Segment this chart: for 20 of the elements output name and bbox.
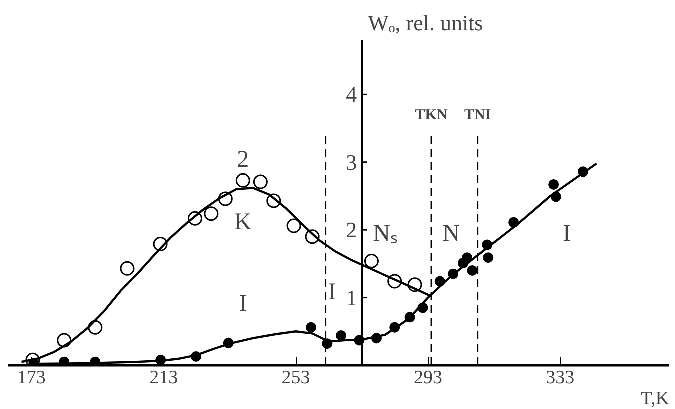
y-tick-label: 2 (346, 218, 358, 243)
x-axis-title: T,K (640, 388, 670, 409)
x-tick-label: 333 (546, 368, 575, 388)
x-tick-label: 173 (17, 368, 46, 388)
annotation: I (328, 279, 336, 306)
x-tick-label: 213 (150, 368, 178, 388)
ref-line-label: TKN (415, 108, 448, 124)
annotation: I (563, 220, 572, 247)
annotation: N (442, 220, 460, 247)
x-tick-label: 293 (414, 368, 442, 388)
x-tick-label: 253 (282, 368, 310, 388)
ref-line-label: TNI (464, 108, 492, 124)
y-axis-title: Wₒ, rel. units (368, 10, 484, 36)
annotation: K (234, 210, 252, 236)
y-tick-label: 1 (346, 285, 358, 310)
y-tick-label: 4 (346, 82, 358, 108)
annotation: Nₛ (373, 220, 398, 247)
annotation: 2 (237, 147, 250, 174)
annotation: I (239, 290, 248, 317)
y-tick-label: 3 (346, 150, 358, 175)
